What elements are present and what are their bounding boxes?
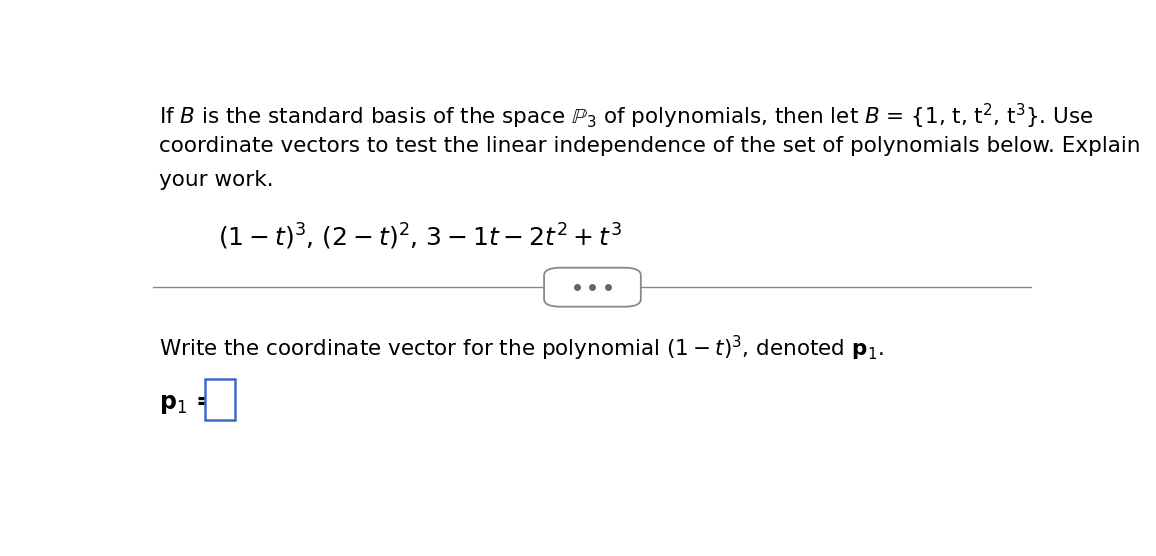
Text: $\mathbf{p}_1$ =: $\mathbf{p}_1$ = [158,392,215,416]
Text: If $\mathit{B}$ is the standard basis of the space $\mathbb{P}_3$ of polynomials: If $\mathit{B}$ is the standard basis of… [158,102,1094,131]
Text: your work.: your work. [158,170,274,190]
Text: $(1-t)^3$, $(2-t)^2$, $3-1t-2t^2+t^3$: $(1-t)^3$, $(2-t)^2$, $3-1t-2t^2+t^3$ [218,222,622,252]
FancyBboxPatch shape [544,268,640,307]
Text: coordinate vectors to test the linear independence of the set of polynomials bel: coordinate vectors to test the linear in… [158,136,1140,156]
FancyBboxPatch shape [206,379,235,420]
Text: Write the coordinate vector for the polynomial $(1-t)^3$, denoted $\mathbf{p}_1$: Write the coordinate vector for the poly… [158,334,883,364]
